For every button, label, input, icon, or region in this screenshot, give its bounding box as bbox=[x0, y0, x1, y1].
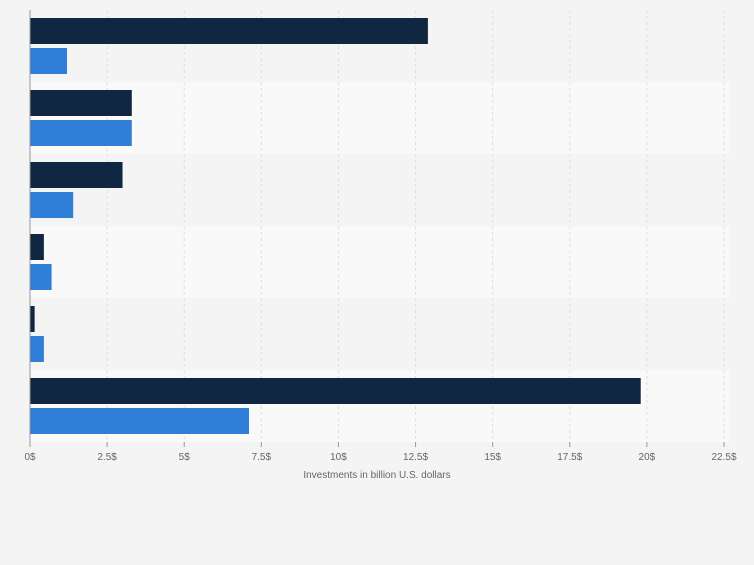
x-tick-label: 5$ bbox=[179, 452, 191, 463]
gridlines bbox=[106, 10, 725, 442]
bar-series-2-row-3[interactable] bbox=[30, 192, 74, 218]
x-axis-ticks: 0$ 2.5$ 5$ 7.5$ 10$ 12.5$ 15$ 17.5$ 20$ 22.5$ bbox=[24, 442, 737, 463]
bar-series-1-row-3[interactable] bbox=[30, 162, 123, 188]
bars bbox=[30, 18, 641, 434]
bar-series-1-row-4[interactable] bbox=[30, 234, 44, 260]
x-axis-title: Investments in billion U.S. dollars bbox=[303, 470, 450, 481]
bar-series-1-row-2[interactable] bbox=[30, 90, 132, 116]
row-band bbox=[30, 298, 730, 370]
bar-series-1-row-1[interactable] bbox=[30, 18, 428, 44]
row-band bbox=[30, 82, 730, 154]
row-band bbox=[30, 154, 730, 226]
x-tick-label: 10$ bbox=[330, 452, 347, 463]
x-tick-label: 15$ bbox=[484, 452, 501, 463]
x-tick-label: 22.5$ bbox=[711, 452, 736, 463]
x-tick-label: 0$ bbox=[24, 452, 36, 463]
row-bands bbox=[30, 10, 730, 442]
x-tick-label: 20$ bbox=[639, 452, 656, 463]
row-band bbox=[30, 226, 730, 298]
bar-series-1-row-5[interactable] bbox=[30, 306, 35, 332]
bar-series-2-row-2[interactable] bbox=[30, 120, 132, 146]
bar-series-2-row-4[interactable] bbox=[30, 264, 52, 290]
x-tick-label: 7.5$ bbox=[252, 452, 272, 463]
x-tick-label: 17.5$ bbox=[557, 452, 582, 463]
bar-series-2-row-1[interactable] bbox=[30, 48, 68, 74]
bar-series-2-row-6[interactable] bbox=[30, 408, 249, 434]
x-tick-label: 12.5$ bbox=[403, 452, 428, 463]
bar-series-1-row-6[interactable] bbox=[30, 378, 641, 404]
x-tick-label: 2.5$ bbox=[97, 452, 117, 463]
bar-series-2-row-5[interactable] bbox=[30, 336, 44, 362]
